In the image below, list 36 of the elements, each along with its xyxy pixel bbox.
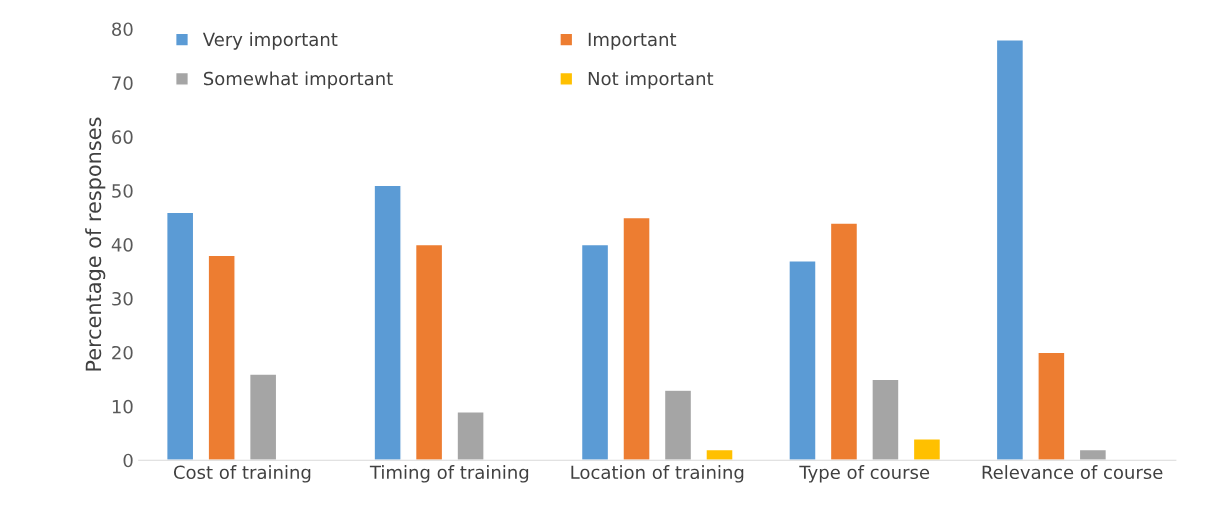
legend-label: Not important [588,71,714,89]
bar [788,260,817,461]
bar [995,39,1025,461]
y-tick-label: 0 [123,453,133,468]
bar [414,243,444,461]
y-tick-label: 60 [112,130,133,144]
bar [622,216,651,461]
y-tick-label: 40 [111,238,133,252]
y-tick-label: 80 [112,22,133,37]
x-tick-label: Location of training [571,465,744,483]
y-tick-label: 10 [112,399,133,414]
y-tick-label: 70 [112,76,133,90]
legend-label: Important [588,32,677,50]
bar [663,389,693,461]
bar [1078,448,1108,461]
bar [705,448,734,461]
bar [456,411,485,461]
legend-label: Somewhat important [203,71,393,89]
bar [373,184,402,461]
x-tick-label: Timing of training [369,465,529,483]
x-tick-label: Type of course [799,465,930,483]
bar [207,254,236,461]
x-tick-label: Relevance of course [982,465,1163,480]
x-tick-label: Cost of training [173,465,311,483]
y-tick-label: 30 [112,291,133,306]
bar [829,222,859,461]
bar [580,243,610,461]
legend-label: Very important [202,32,338,50]
y-tick-label: 50 [112,184,133,198]
bar [1037,351,1066,461]
bar [912,437,942,461]
y-axis-title: Percentage of responses [85,117,106,371]
bar [165,211,195,461]
bar [248,373,278,461]
bar [871,378,900,461]
y-tick-label: 20 [112,345,133,360]
